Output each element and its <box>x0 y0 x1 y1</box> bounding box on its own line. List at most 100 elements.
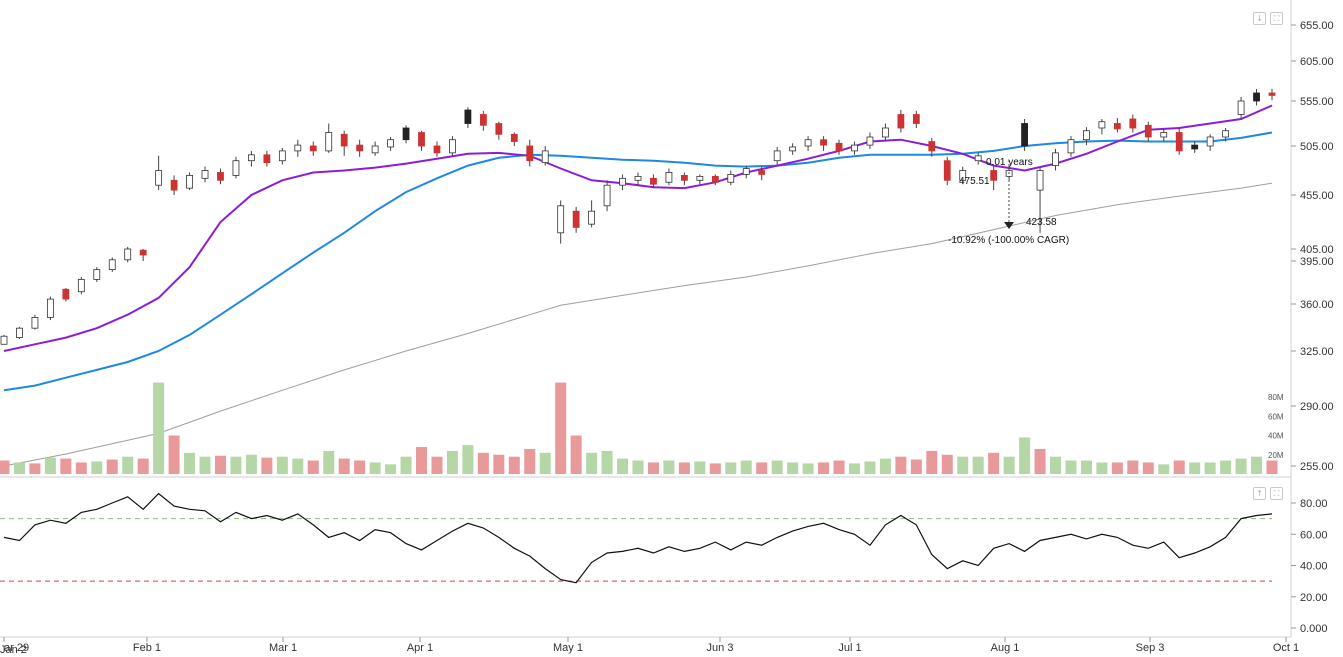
candle-body <box>1052 152 1059 167</box>
candle-body <box>588 210 596 225</box>
measure-arrow <box>1004 222 1014 229</box>
volume-bar <box>818 462 830 474</box>
volume-axis-labels: 80M 60M 40M 20M <box>1268 393 1284 460</box>
sma-mid-path <box>3 131 1273 392</box>
volume-bar <box>632 460 644 474</box>
volume-bar <box>245 454 257 474</box>
volume-bar <box>400 456 412 474</box>
candle <box>170 175 178 195</box>
rsi-tick-label: 40.00 <box>1300 561 1328 573</box>
candle <box>186 172 193 191</box>
candle <box>46 296 54 321</box>
candle-body <box>557 205 565 234</box>
volume-bars <box>0 382 1278 474</box>
candle <box>711 174 719 186</box>
volume-bar <box>431 456 443 474</box>
candle-body <box>897 114 905 129</box>
candle <box>974 152 982 165</box>
volume-bar <box>307 460 319 474</box>
candle <box>820 136 827 151</box>
candle <box>387 137 394 151</box>
candle-body <box>804 139 812 147</box>
candle <box>418 130 425 151</box>
candle <box>588 200 596 228</box>
candle <box>1191 141 1199 153</box>
volume-bar <box>1266 460 1278 474</box>
measure-change-label: -10.92% (-100.00% CAGR) <box>948 235 1069 246</box>
rsi-tick-label: 80.00 <box>1300 498 1328 510</box>
volume-bar <box>106 459 118 474</box>
candle-body <box>835 142 843 152</box>
candle <box>1098 119 1106 135</box>
candle-body <box>1144 124 1152 138</box>
candle <box>789 143 797 155</box>
volume-bar <box>1220 460 1232 474</box>
candle <box>557 200 565 244</box>
volume-bar <box>508 456 520 474</box>
volume-bar <box>864 461 876 474</box>
volume-bar <box>988 452 1000 474</box>
volume-bar <box>1204 462 1216 474</box>
volume-bar <box>446 450 458 474</box>
candle-body <box>680 174 688 181</box>
candle-body <box>1237 100 1245 115</box>
candle <box>1129 114 1137 133</box>
price-tick-label: 405.00 <box>1300 244 1334 256</box>
volume-bar <box>941 454 953 474</box>
time-axis-labels: ar 29 Feb 1 Mar 1 Apr 1 May 1 Jun 3 Jul 1 Aug 1… <box>3 637 1299 654</box>
candle <box>1113 118 1121 133</box>
volume-bar <box>214 455 226 474</box>
candle-body <box>479 114 487 126</box>
arrow-up-icon[interactable]: ↑ <box>1253 487 1266 500</box>
candle-body <box>665 172 673 183</box>
candle <box>1052 148 1059 171</box>
candle-body <box>387 139 394 148</box>
volume-bar <box>1019 437 1031 474</box>
candle <box>959 166 967 185</box>
candle <box>1253 89 1260 106</box>
candle <box>31 314 39 330</box>
candle-body <box>170 179 178 191</box>
candle <box>124 246 132 263</box>
candle-body <box>418 132 425 147</box>
time-tick-label: Apr 1 <box>407 642 433 654</box>
candle-body <box>186 174 193 189</box>
candle <box>1144 121 1152 142</box>
candle-body <box>495 123 503 135</box>
candle-body <box>650 177 657 185</box>
candle <box>742 165 750 179</box>
candle <box>294 139 302 157</box>
fullscreen-icon[interactable]: ⛶ <box>1270 487 1283 500</box>
candle <box>325 123 333 153</box>
rsi-panel <box>0 492 1273 584</box>
fullscreen-icon[interactable]: ⛶ <box>1270 12 1283 25</box>
download-icon[interactable]: ↓ <box>1253 12 1266 25</box>
candle-body <box>1268 92 1276 96</box>
price-tick-label: 505.00 <box>1300 141 1334 153</box>
candle-body <box>0 335 8 345</box>
candle-body <box>1160 132 1168 138</box>
sma-long-line <box>3 182 1273 467</box>
price-tick-label: 605.00 <box>1300 56 1334 68</box>
candle-body <box>217 172 224 181</box>
candle-body <box>634 175 642 181</box>
price-tick-label: 325.00 <box>1300 346 1334 358</box>
candle <box>278 147 286 165</box>
candle-body <box>572 210 580 228</box>
volume-bar <box>0 460 10 474</box>
candle-body <box>1253 92 1260 102</box>
volume-bar <box>477 452 489 474</box>
measure-low-label: 423.58 <box>1026 217 1057 228</box>
candle <box>1036 166 1044 233</box>
volume-bar <box>199 456 211 474</box>
candle <box>835 139 843 155</box>
volume-bar <box>369 462 381 474</box>
candle <box>727 170 735 186</box>
candle-body <box>619 177 626 186</box>
volume-tick-label: 80M <box>1268 393 1284 402</box>
volume-bar <box>1080 460 1092 474</box>
candle-body <box>16 327 23 338</box>
time-tick-label: ar 29 <box>4 642 29 654</box>
candle-body <box>449 139 456 154</box>
